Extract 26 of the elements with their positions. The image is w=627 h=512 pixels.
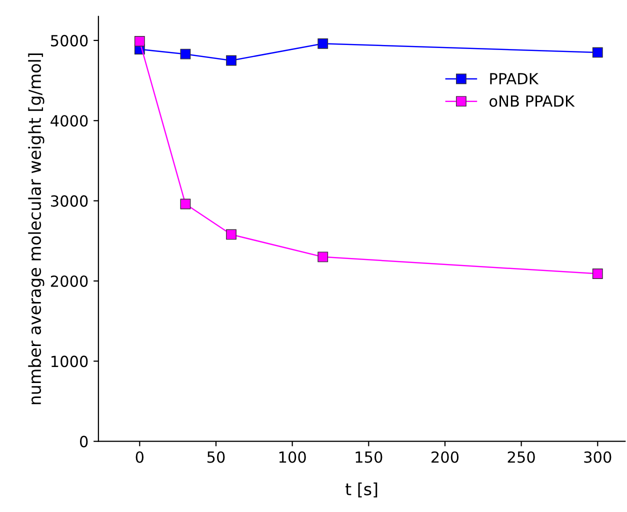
x-tick-label: 300 bbox=[584, 451, 612, 463]
point bbox=[318, 252, 328, 262]
point bbox=[226, 229, 236, 240]
x-tick-label: 0 bbox=[136, 451, 144, 463]
x-tick-label: 200 bbox=[432, 451, 459, 463]
legend-label: PPADK bbox=[490, 73, 539, 84]
y-tick-label: 2000 bbox=[50, 275, 88, 288]
legend-label: oNB PPADK bbox=[490, 96, 575, 107]
point bbox=[180, 48, 191, 60]
x-axis-title: t [s] bbox=[345, 482, 378, 498]
y-tick-label: 3000 bbox=[51, 195, 88, 207]
x-tick-label: 250 bbox=[508, 451, 535, 463]
x-tick-label: 100 bbox=[279, 451, 306, 463]
y-tick-label: 1000 bbox=[52, 356, 88, 368]
y-tick-label: 0 bbox=[80, 436, 88, 448]
y-tick-label: 4000 bbox=[50, 115, 88, 127]
x-tick-label: 150 bbox=[356, 451, 382, 463]
x-tick-label: 50 bbox=[207, 451, 225, 463]
point bbox=[318, 38, 328, 49]
point bbox=[592, 268, 603, 279]
y-tick-label: 5000 bbox=[51, 34, 88, 46]
point bbox=[592, 47, 603, 58]
point bbox=[180, 198, 191, 210]
y-axis-title: number average molecular weight [g/mol] bbox=[28, 53, 44, 404]
point bbox=[134, 36, 145, 46]
point bbox=[226, 55, 236, 66]
